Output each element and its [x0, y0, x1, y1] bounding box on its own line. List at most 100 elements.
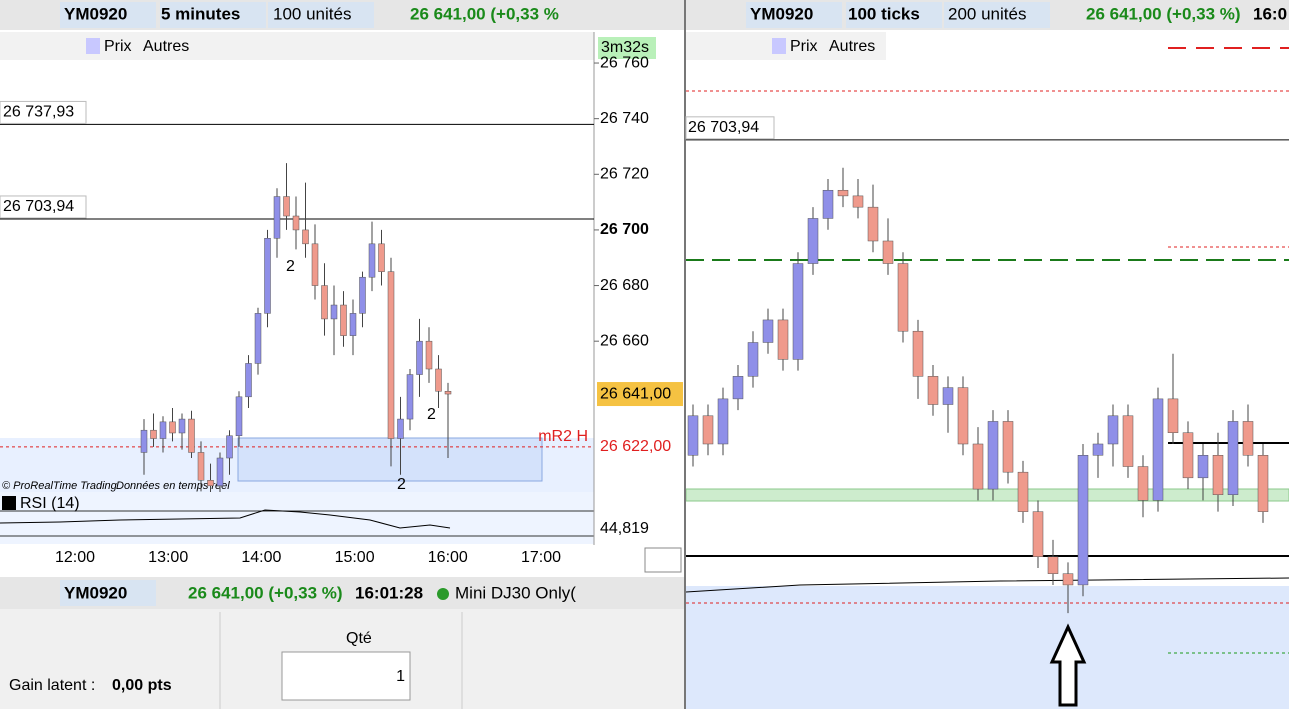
realtime: Données en temps réel	[116, 480, 230, 492]
candle-body	[406, 374, 414, 420]
candle-body	[178, 418, 186, 434]
level-box	[0, 195, 87, 219]
zone	[686, 586, 1289, 709]
candle-body	[1077, 455, 1089, 586]
candle-body	[226, 435, 233, 459]
candle-body	[283, 196, 290, 217]
candle-body	[387, 271, 395, 439]
candle-body	[912, 330, 924, 377]
candle-body	[435, 368, 442, 392]
x-tick-label: 16:00	[428, 549, 468, 566]
signal-label: 2	[397, 476, 406, 493]
qty[interactable]: 1	[396, 668, 405, 685]
candle-body	[837, 189, 849, 197]
candle-body	[1242, 421, 1254, 456]
qty-label: Qté	[346, 630, 372, 647]
dropdown[interactable]	[60, 2, 156, 28]
y-tick-label: 26 740	[600, 110, 649, 127]
gain-label: Gain latent :	[9, 677, 95, 694]
dropdown[interactable]	[846, 2, 942, 28]
zone	[237, 437, 543, 482]
candle-body	[1062, 573, 1074, 586]
candle-body	[897, 263, 909, 332]
candle-body	[311, 243, 319, 286]
candle-body	[245, 363, 252, 398]
qty-input[interactable]	[281, 651, 411, 701]
quote: 26 641,00 (+0,33 %)	[188, 583, 343, 602]
indicator: RSI (14)	[20, 495, 80, 512]
y-tick-label: 26 660	[600, 332, 649, 349]
indicator-value: 44,819	[600, 520, 649, 537]
candle-body	[942, 387, 954, 405]
candle-body	[1122, 415, 1134, 467]
candle-body	[747, 342, 759, 377]
support-label: 26 622,00	[600, 438, 671, 455]
x-tick-label: 15:00	[335, 549, 375, 566]
candle-body	[1017, 471, 1029, 512]
candle-body	[397, 418, 404, 439]
candle-body	[321, 285, 328, 320]
candle-body	[150, 429, 157, 439]
level-label: 26 703,94	[3, 198, 74, 215]
level-box	[685, 116, 775, 140]
arrow	[1049, 623, 1087, 707]
average-line	[685, 577, 1289, 593]
candle-body	[159, 421, 167, 439]
candle-body	[169, 421, 176, 434]
timeframe[interactable]: 5 minutes	[161, 4, 240, 23]
units[interactable]: 100 unités	[273, 4, 351, 23]
quote: 26 641,00 (+0,33 %)	[1086, 4, 1241, 23]
level-label: 26 703,94	[688, 119, 759, 136]
level-label: 26 737,93	[3, 104, 74, 121]
candles	[687, 167, 1269, 614]
candle-body	[140, 429, 148, 453]
candle-body	[1032, 511, 1044, 558]
rsi-line	[0, 509, 451, 529]
support-name: mR2 H	[538, 428, 588, 445]
button[interactable]	[644, 547, 682, 573]
candles	[140, 163, 452, 492]
dropdown[interactable]	[268, 2, 374, 28]
candle-body	[349, 313, 357, 336]
candle-body	[927, 376, 939, 405]
symbol[interactable]: YM0920	[64, 4, 127, 23]
candle-body	[822, 189, 834, 219]
icon	[772, 38, 786, 54]
instrument: Mini DJ30 Only(	[455, 583, 576, 602]
dropdown[interactable]	[60, 580, 156, 606]
candle-body	[340, 304, 347, 336]
copyright: © ProRealTime Trading	[2, 480, 118, 492]
level-box	[0, 100, 87, 124]
candle-body	[1182, 432, 1194, 479]
y-tick-label: 26 680	[600, 277, 649, 294]
symbol[interactable]: YM0920	[750, 4, 813, 23]
dropdown[interactable]	[944, 2, 1050, 28]
time: 16:01:28	[355, 583, 423, 602]
signal-label: 2	[286, 258, 295, 275]
candle-body	[717, 398, 729, 445]
current-price: 26 641,00	[600, 385, 671, 402]
dropdown[interactable]	[746, 2, 842, 28]
candle-body	[882, 240, 894, 264]
x-tick-label: 13:00	[148, 549, 188, 566]
tab[interactable]: Autres	[829, 38, 875, 55]
candle-body	[792, 263, 804, 360]
timeframe[interactable]: 100 ticks	[848, 4, 920, 23]
units[interactable]: 200 unités	[948, 4, 1026, 23]
tab[interactable]: Prix	[790, 38, 818, 55]
candle-body	[416, 340, 423, 375]
candle-body	[807, 218, 819, 264]
zone	[685, 488, 1289, 502]
tab[interactable]: Autres	[143, 38, 189, 55]
timer: 3m32s	[601, 39, 649, 56]
tab[interactable]: Prix	[104, 38, 132, 55]
x-tick-label: 14:00	[241, 549, 281, 566]
icon	[86, 38, 100, 54]
candle-body	[852, 195, 864, 208]
symbol[interactable]: YM0920	[64, 583, 127, 602]
y-tick-label: 26 720	[600, 166, 649, 183]
candle-body	[1212, 455, 1224, 495]
candle-body	[1047, 556, 1059, 574]
dropdown[interactable]	[160, 2, 266, 28]
